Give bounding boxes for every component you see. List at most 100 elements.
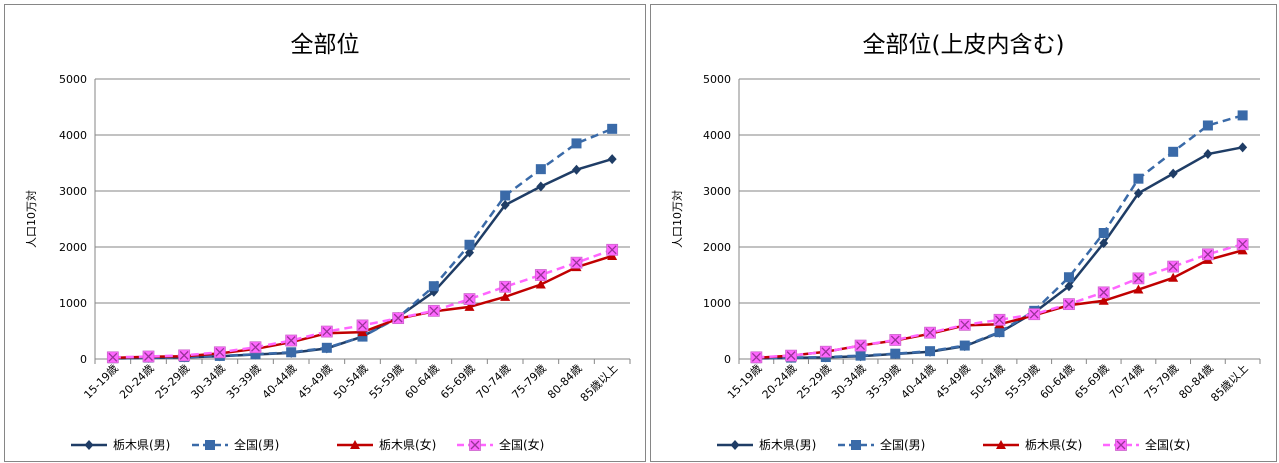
- data-point: [1236, 238, 1249, 251]
- y-axis-label: 人口10万対: [670, 190, 684, 248]
- data-point: [285, 334, 298, 347]
- x-tick-label: 25-29歳: [794, 362, 834, 402]
- legend-label: 栃木県(女): [379, 437, 436, 452]
- data-point: [427, 304, 440, 317]
- x-tick-label: 45-49歳: [933, 362, 973, 402]
- legend-marker: [469, 439, 481, 451]
- data-point: [250, 349, 261, 360]
- y-axis-label: 人口10万対: [24, 190, 38, 248]
- series-4: [750, 238, 1249, 364]
- data-point: [464, 301, 475, 311]
- x-tick-label: 35-39歳: [864, 362, 904, 402]
- series-4: [106, 243, 619, 364]
- data-point: [1238, 142, 1248, 153]
- data-point: [465, 247, 474, 258]
- data-point: [1168, 272, 1179, 282]
- y-tick-label: 0: [724, 353, 731, 366]
- data-point: [819, 345, 832, 358]
- series-line: [756, 242, 1243, 359]
- y-tick-label: 5000: [59, 73, 87, 86]
- x-tick-label: 50-54歳: [968, 362, 1008, 402]
- data-point: [855, 350, 866, 361]
- data-point: [142, 350, 155, 363]
- data-point: [1132, 272, 1145, 285]
- y-tick-label: 2000: [703, 241, 731, 254]
- data-point: [1098, 228, 1109, 238]
- series-3: [107, 250, 618, 362]
- y-tick-label: 5000: [703, 73, 731, 86]
- data-point: [463, 293, 476, 305]
- x-tick-label: 30-34歳: [188, 362, 228, 402]
- data-point: [1028, 308, 1041, 321]
- data-point: [321, 342, 332, 353]
- line-chart-2: 01000200030004000500015-19歳20-24歳25-29歳3…: [670, 73, 1261, 452]
- y-tick-label: 3000: [703, 185, 731, 198]
- legend-marker: [1115, 439, 1127, 451]
- data-point: [1168, 168, 1178, 179]
- data-point: [357, 331, 368, 342]
- data-point: [1202, 120, 1213, 131]
- data-point: [1202, 248, 1214, 261]
- data-point: [1064, 281, 1074, 292]
- x-tick-label: 15-19歳: [81, 362, 121, 402]
- legend-marker: [730, 440, 740, 450]
- legend-label: 栃木県(女): [1025, 437, 1082, 452]
- x-tick-label: 25-29歳: [153, 362, 193, 402]
- data-point: [750, 351, 763, 364]
- data-point: [536, 181, 546, 192]
- x-tick-label: 85歳以上: [578, 362, 620, 404]
- data-point: [106, 351, 119, 364]
- data-point: [286, 347, 297, 358]
- chart-title: 全部位(上皮内含む): [862, 32, 1065, 58]
- x-tick-label: 65-69歳: [438, 362, 478, 402]
- data-point: [249, 341, 262, 354]
- y-tick-label: 4000: [59, 129, 87, 142]
- legend-marker: [996, 440, 1006, 449]
- x-tick-label: 40-44歳: [260, 362, 300, 402]
- data-point: [607, 154, 617, 165]
- y-tick-label: 2000: [59, 241, 87, 254]
- data-point: [1063, 298, 1075, 311]
- legend: 栃木県(男) 全国(男) 栃木県(女) 全国(女): [71, 437, 544, 452]
- x-tick-label: 40-44歳: [899, 362, 939, 402]
- data-point: [854, 339, 867, 352]
- legend-label: 全国(男): [880, 437, 925, 452]
- legend: 栃木県(男) 全国(男) 栃木県(女) 全国(女): [717, 437, 1190, 452]
- legend-label: 全国(女): [499, 437, 544, 452]
- series-line: [756, 114, 1243, 360]
- x-tick-label: 20-24歳: [117, 362, 157, 402]
- chart-panel-2: 全部位(上皮内含む) 0 1000 2000 3000 4000 5000 15-19歳 20…: [650, 4, 1277, 462]
- chart-title: 全部位: [290, 32, 360, 58]
- data-point: [924, 326, 936, 339]
- data-point: [1098, 295, 1109, 305]
- x-tick-label: 35-39歳: [224, 362, 264, 402]
- data-point: [1133, 173, 1144, 184]
- data-point: [993, 313, 1006, 326]
- data-point: [1167, 260, 1180, 273]
- y-tick-label: 4000: [703, 129, 731, 142]
- x-tick-label: 60-64歳: [402, 362, 442, 402]
- data-point: [320, 325, 333, 338]
- x-tick-label: 15-19歳: [725, 362, 765, 402]
- legend-label: 栃木県(男): [759, 438, 816, 452]
- y-tick-label: 1000: [703, 297, 731, 310]
- data-point: [535, 164, 546, 175]
- line-chart-1: 01000200030004000500015-19歳20-24歳25-29歳3…: [24, 73, 631, 452]
- y-tick-label: 0: [80, 353, 87, 366]
- data-point: [571, 138, 582, 149]
- legend-marker: [84, 440, 94, 450]
- data-point: [428, 281, 439, 292]
- x-tick-label: 30-34歳: [829, 362, 869, 402]
- data-point: [1237, 110, 1248, 121]
- data-point: [499, 280, 512, 293]
- x-tick-label: 20-24歳: [760, 362, 800, 402]
- data-point: [1097, 286, 1110, 299]
- data-point: [500, 190, 511, 201]
- data-point: [500, 200, 510, 210]
- data-point: [570, 256, 583, 269]
- data-point: [994, 327, 1005, 338]
- legend-marker: [350, 440, 360, 449]
- x-tick-label: 45-49歳: [295, 362, 335, 402]
- x-tick-label: 85歳以上: [1208, 362, 1250, 404]
- data-point: [356, 319, 369, 332]
